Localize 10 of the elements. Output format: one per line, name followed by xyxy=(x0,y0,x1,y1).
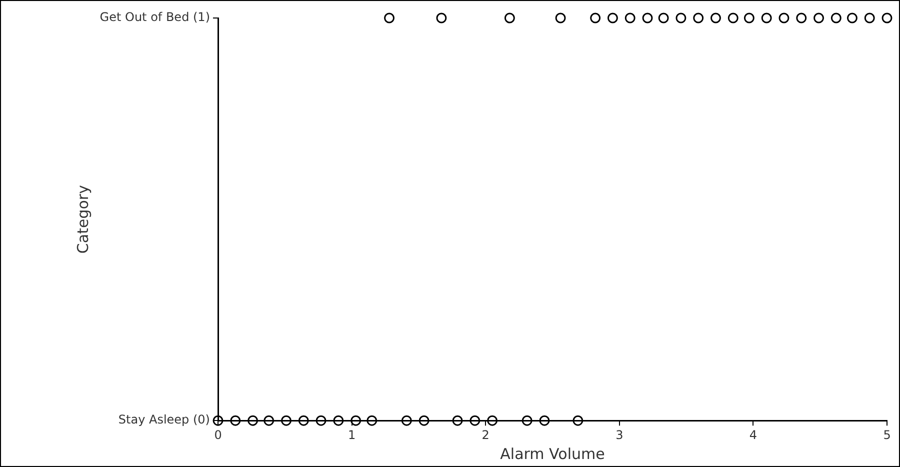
x-tick-label: 1 xyxy=(348,428,356,442)
x-tick-label: 4 xyxy=(749,428,758,442)
x-tick-label: 5 xyxy=(883,428,891,442)
x-tick-label: 3 xyxy=(616,428,624,442)
x-tick-label: 0 xyxy=(214,428,222,442)
x-tick-label: 2 xyxy=(482,428,490,442)
y-tick-label: Get Out of Bed (1) xyxy=(100,10,210,24)
y-tick-label: Stay Asleep (0) xyxy=(118,412,210,427)
y-axis-title: Category xyxy=(74,184,92,254)
x-axis-title: Alarm Volume xyxy=(500,444,605,463)
